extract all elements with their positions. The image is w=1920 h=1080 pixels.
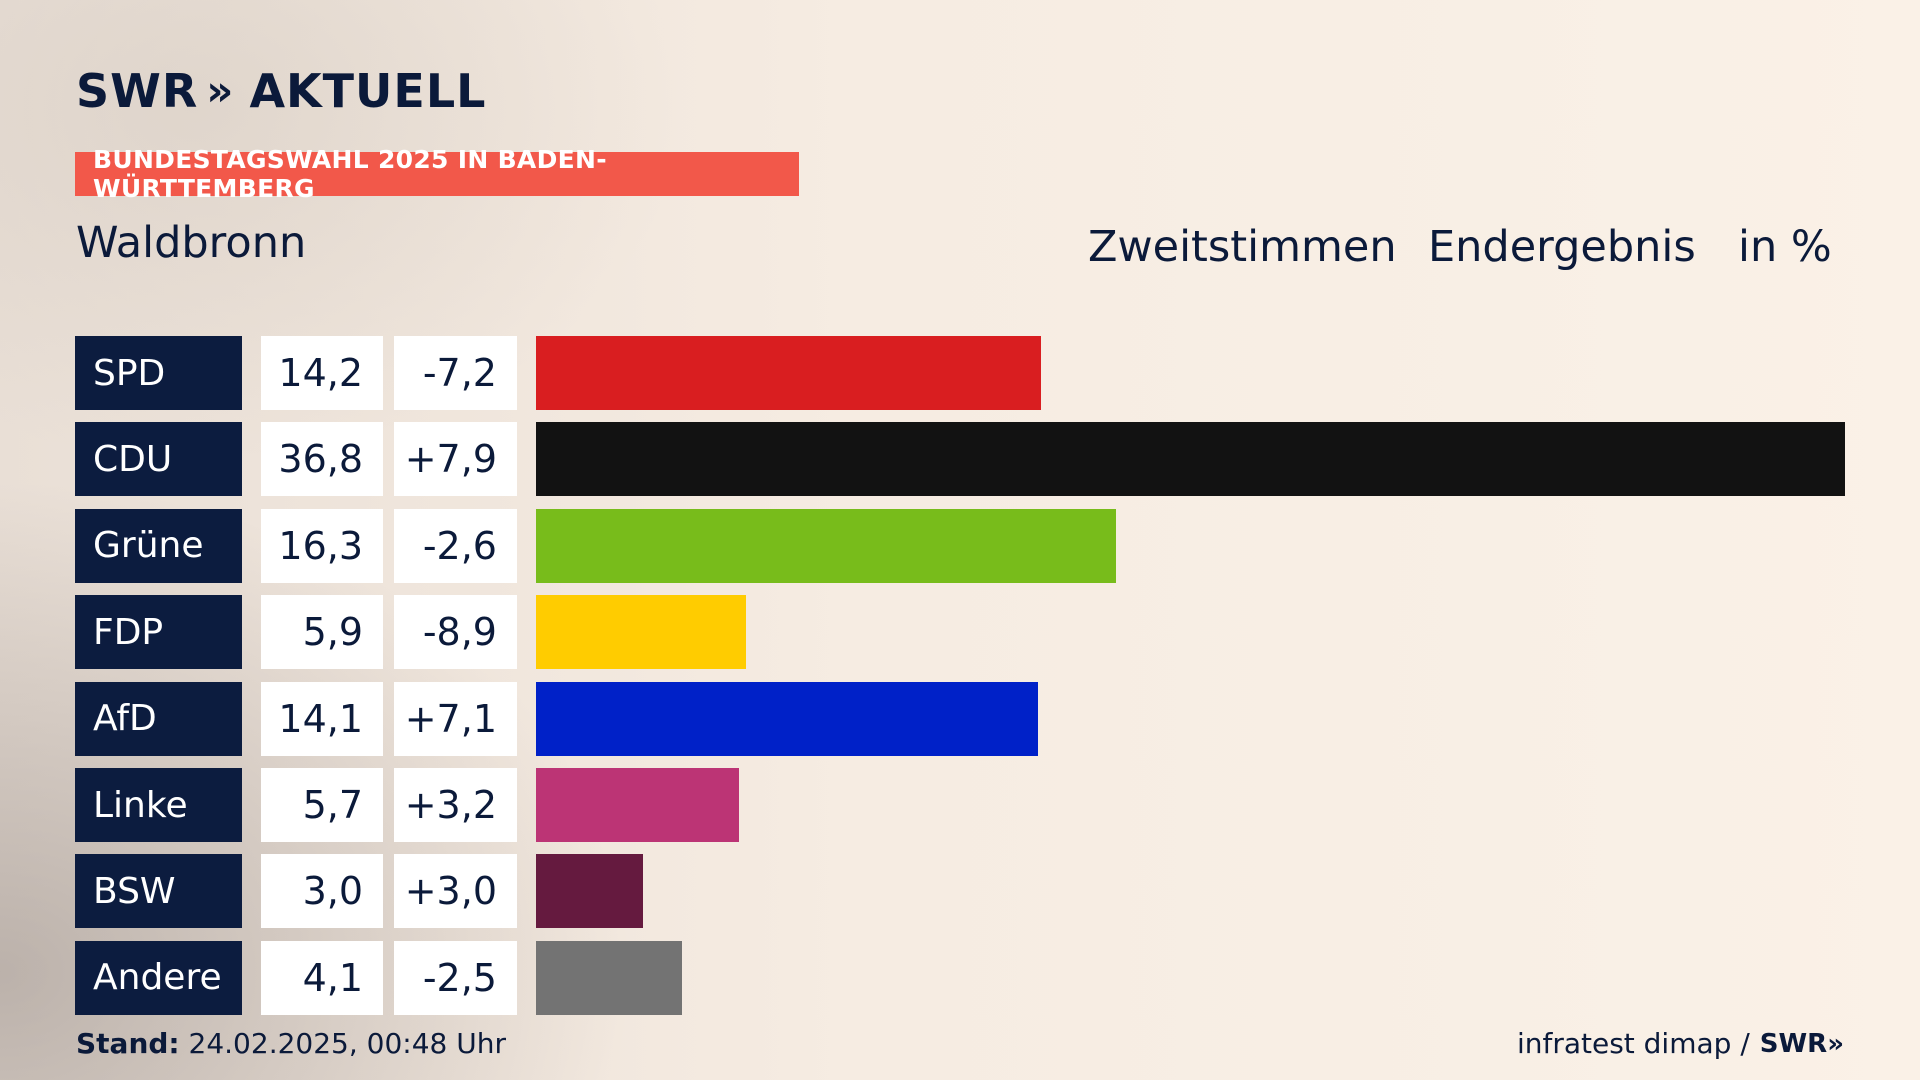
value-label: 16,3 bbox=[261, 508, 383, 583]
value-label: 36,8 bbox=[261, 422, 383, 497]
swr-mini-logo: SWR» bbox=[1759, 1029, 1844, 1059]
logo-chevron-icon: » bbox=[206, 66, 233, 115]
election-banner: BUNDESTAGSWAHL 2025 IN BADEN-WÜRTTEMBERG bbox=[75, 145, 799, 203]
bar bbox=[536, 336, 1042, 410]
diff-label: -2,5 bbox=[394, 940, 517, 1015]
party-label: FDP bbox=[75, 595, 242, 670]
logo-swr-text: SWR bbox=[76, 64, 199, 118]
value-label: 4,1 bbox=[261, 940, 383, 1015]
party-label: Grüne bbox=[75, 508, 242, 583]
diff-label: +7,1 bbox=[394, 681, 517, 756]
bar bbox=[536, 681, 1038, 756]
party-label: CDU bbox=[75, 422, 242, 497]
bar bbox=[536, 595, 746, 670]
header-result: Endergebnis bbox=[1428, 222, 1696, 272]
diff-label: +3,0 bbox=[394, 854, 517, 929]
value-label: 5,7 bbox=[261, 768, 383, 842]
header-vote-type: Zweitstimmen bbox=[1088, 222, 1397, 272]
diff-label: -8,9 bbox=[394, 595, 517, 670]
bar bbox=[536, 768, 739, 842]
stand-value: 24.02.2025, 00:48 Uhr bbox=[188, 1027, 506, 1060]
value-label: 3,0 bbox=[261, 854, 383, 929]
value-label: 14,2 bbox=[261, 336, 383, 410]
stand-label: Stand: bbox=[76, 1027, 180, 1060]
bar bbox=[536, 854, 643, 929]
logo-aktuell-text: AKTUELL bbox=[249, 64, 487, 118]
party-label: BSW bbox=[75, 854, 242, 929]
party-label: Andere bbox=[75, 940, 242, 1015]
bar bbox=[536, 940, 682, 1015]
party-label: SPD bbox=[75, 336, 242, 410]
bar bbox=[536, 508, 1116, 583]
diff-label: +7,9 bbox=[394, 422, 517, 497]
party-label: AfD bbox=[75, 681, 242, 756]
source-text: infratest dimap / bbox=[1516, 1027, 1750, 1060]
value-label: 14,1 bbox=[261, 681, 383, 756]
diff-label: -2,6 bbox=[394, 508, 517, 583]
party-label: Linke bbox=[75, 768, 242, 842]
header-unit: in % bbox=[1738, 222, 1832, 272]
value-label: 5,9 bbox=[261, 595, 383, 670]
diff-label: -7,2 bbox=[394, 336, 517, 410]
source-credit: infratest dimap / SWR» bbox=[1517, 1030, 1844, 1058]
diff-label: +3,2 bbox=[394, 768, 517, 842]
bar bbox=[536, 422, 1845, 497]
swr-aktuell-logo: SWR» AKTUELL bbox=[76, 68, 486, 114]
timestamp: Stand: 24.02.2025, 00:48 Uhr bbox=[76, 1030, 506, 1058]
region-title: Waldbronn bbox=[76, 218, 307, 268]
